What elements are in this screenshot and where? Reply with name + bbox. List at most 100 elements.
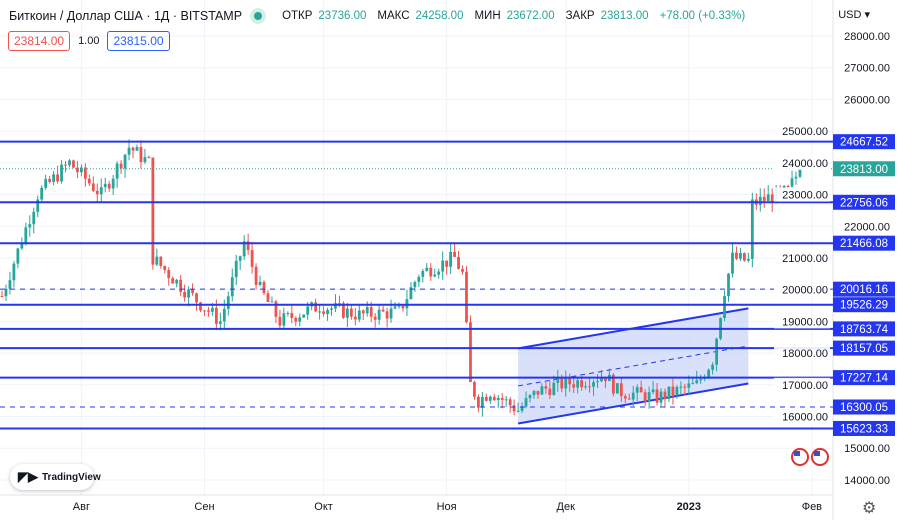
candle-body: [477, 396, 480, 408]
candle-body: [584, 386, 587, 388]
candle-body: [369, 307, 373, 317]
candle-body: [20, 243, 24, 249]
symbol-title[interactable]: Биткоин / Доллар США · 1Д · BITSTAMP: [9, 9, 243, 23]
candle-body: [488, 396, 492, 401]
candle-body: [437, 271, 441, 275]
candle-body: [393, 306, 397, 309]
candle-body: [671, 386, 675, 396]
last-price-tag: [833, 161, 895, 177]
candle-body: [342, 303, 345, 318]
candle-body: [234, 260, 238, 278]
last-price-label: 23813.00: [840, 164, 888, 176]
candle-body: [76, 167, 79, 173]
candle-body: [175, 279, 179, 284]
level-tag: [833, 399, 895, 415]
candle-body: [675, 387, 679, 396]
candle-body: [500, 397, 504, 400]
candle-body: [330, 308, 333, 310]
time-tick-label: Фев: [802, 501, 822, 513]
candle-body: [687, 383, 691, 388]
candle-body: [16, 248, 20, 264]
candle-body: [64, 164, 67, 166]
time-tick-label: Сен: [194, 501, 214, 513]
candle-body: [484, 396, 488, 401]
level-label: 24667.52: [840, 137, 888, 149]
tradingview-logo[interactable]: ◤▶ TradingView: [10, 464, 101, 490]
level-label: 18157.05: [840, 343, 888, 355]
candle-body: [611, 374, 615, 394]
candle-body: [731, 252, 734, 274]
candle-body: [619, 383, 623, 397]
buy-button[interactable]: 23815.00: [107, 31, 170, 51]
candle-body: [798, 168, 802, 177]
high-value: 24258.00: [415, 10, 464, 22]
candle-body: [357, 310, 361, 320]
level-label: 20016.16: [840, 284, 888, 296]
candle-body: [786, 186, 790, 188]
price-tick-label: 15000.00: [844, 443, 890, 455]
price-tick-label: 14000.00: [844, 475, 890, 487]
candle-body: [548, 388, 552, 396]
candle-body: [735, 252, 738, 259]
candle-body: [72, 160, 75, 168]
level-label: 19526.29: [840, 300, 888, 312]
time-tick-label: 2023: [677, 501, 701, 513]
candle-body: [107, 183, 111, 189]
candle-body: [520, 406, 524, 411]
candle-body: [322, 311, 325, 314]
candle-body: [171, 278, 175, 284]
candle-body: [389, 308, 393, 319]
candle-body: [345, 308, 349, 318]
candle-body: [211, 307, 214, 312]
candle-body: [659, 391, 663, 403]
candle-body: [135, 147, 139, 151]
candle-body: [95, 190, 99, 195]
candle-body: [417, 276, 421, 283]
candle-body: [218, 321, 222, 324]
candle-body: [226, 296, 230, 309]
candle-body: [191, 289, 194, 294]
candle-body: [564, 377, 568, 389]
candle-body: [87, 178, 91, 184]
time-tick-label: Окт: [314, 501, 333, 513]
candle-body: [258, 281, 262, 285]
sell-button[interactable]: 23814.00: [8, 31, 71, 51]
candle-body: [242, 241, 246, 257]
candle-body: [314, 302, 318, 312]
price-tick-label: 20000.00: [782, 285, 828, 297]
candle-body: [401, 305, 405, 309]
candle-body: [516, 410, 520, 412]
price-tick-label: 18000.00: [782, 348, 828, 360]
candle-body: [635, 387, 639, 393]
currency-selector[interactable]: USD ▾: [838, 9, 870, 21]
spread: 1.00: [78, 35, 100, 47]
candle-body: [151, 157, 155, 265]
candle-body: [278, 316, 282, 326]
candle-body: [83, 167, 87, 179]
level-label: 15623.33: [840, 423, 888, 435]
candle-body: [421, 270, 425, 277]
candle-body: [540, 386, 544, 395]
candle-body: [282, 313, 286, 326]
candle-body: [349, 308, 353, 317]
level-label: 17227.14: [840, 373, 889, 385]
candle-body: [361, 310, 365, 314]
candle-body: [36, 199, 40, 212]
candle-body: [28, 224, 32, 228]
candle-body: [68, 160, 71, 166]
candle-body: [560, 377, 564, 389]
candle-body: [179, 279, 183, 292]
candle-body: [353, 316, 357, 320]
candle-body: [302, 314, 306, 318]
candle-body: [250, 250, 254, 267]
price-tick-label: 16000.00: [782, 412, 828, 424]
candle-body: [80, 167, 83, 173]
candle-body: [298, 317, 302, 322]
candle-body: [429, 267, 433, 277]
candle-body: [56, 174, 59, 182]
candle-body: [441, 260, 445, 272]
price-tick-bg: [774, 377, 830, 392]
settings-gear-icon[interactable]: ⚙: [862, 500, 877, 517]
candle-body: [647, 392, 651, 402]
